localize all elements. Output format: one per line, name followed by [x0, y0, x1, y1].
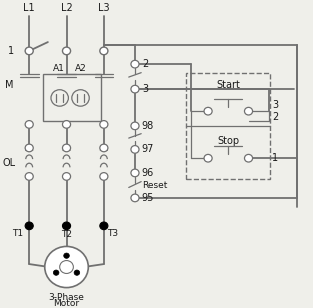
Text: 98: 98 [142, 121, 154, 131]
Text: 96: 96 [142, 168, 154, 178]
Text: A2: A2 [75, 64, 86, 73]
Circle shape [100, 121, 108, 128]
Circle shape [63, 121, 70, 128]
Circle shape [25, 172, 33, 180]
Text: T2: T2 [61, 230, 72, 239]
Bar [43, 75, 101, 121]
Circle shape [25, 47, 33, 55]
Text: Start: Start [216, 80, 240, 90]
Text: OL: OL [3, 158, 16, 168]
Circle shape [64, 253, 69, 258]
Circle shape [244, 154, 253, 162]
Circle shape [25, 144, 33, 152]
Text: 97: 97 [142, 144, 154, 154]
Text: T3: T3 [107, 229, 118, 238]
Circle shape [244, 107, 253, 115]
Circle shape [63, 172, 70, 180]
Text: Motor: Motor [54, 299, 80, 308]
Text: 3: 3 [142, 84, 148, 94]
Circle shape [100, 47, 108, 55]
Text: A1: A1 [53, 64, 65, 73]
Circle shape [63, 144, 70, 152]
Text: T1: T1 [12, 229, 23, 238]
Circle shape [131, 169, 139, 177]
Circle shape [100, 172, 108, 180]
Circle shape [131, 85, 139, 93]
Circle shape [100, 144, 108, 152]
Circle shape [63, 222, 70, 230]
Text: 1: 1 [272, 153, 278, 163]
Text: 3: 3 [272, 100, 278, 110]
Circle shape [60, 261, 73, 274]
Text: 3-Phase: 3-Phase [49, 293, 85, 302]
Circle shape [53, 270, 59, 275]
Text: M: M [5, 80, 13, 90]
Text: Reset: Reset [142, 180, 167, 190]
Circle shape [25, 121, 33, 128]
Text: L3: L3 [98, 3, 110, 13]
Circle shape [74, 270, 80, 275]
Circle shape [45, 246, 88, 288]
Circle shape [131, 60, 139, 68]
Text: 2: 2 [142, 59, 148, 69]
Text: L2: L2 [61, 3, 72, 13]
Bar [186, 73, 270, 179]
Text: 1: 1 [8, 46, 13, 56]
Circle shape [63, 47, 70, 55]
Circle shape [131, 194, 139, 202]
Text: 2: 2 [272, 112, 278, 122]
Circle shape [131, 146, 139, 153]
Circle shape [131, 122, 139, 130]
Circle shape [204, 154, 212, 162]
Text: 95: 95 [142, 193, 154, 203]
Text: L1: L1 [23, 3, 35, 13]
Circle shape [100, 222, 108, 230]
Circle shape [204, 107, 212, 115]
Circle shape [25, 222, 33, 230]
Text: Stop: Stop [217, 136, 239, 146]
